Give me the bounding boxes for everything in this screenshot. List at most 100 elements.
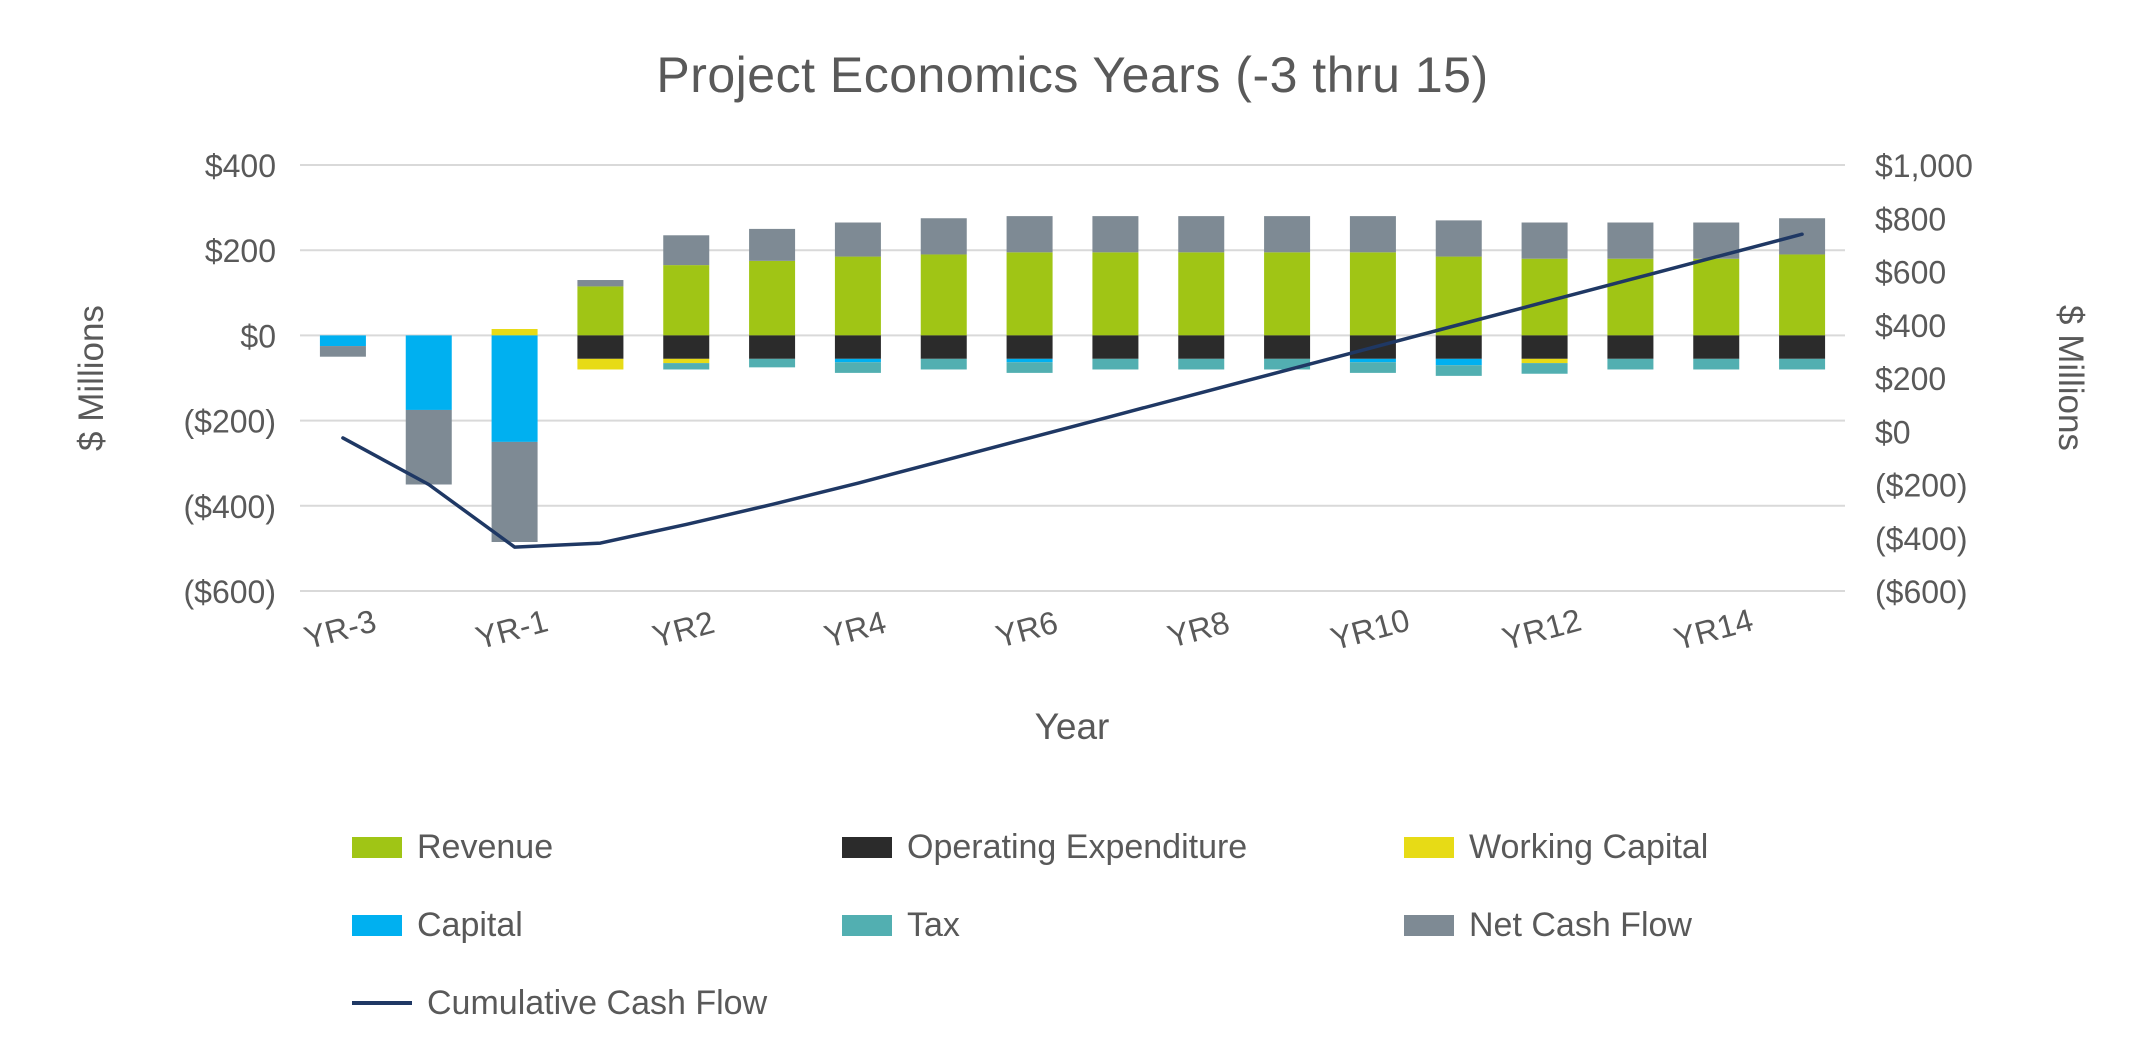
bar-segment-net-cash-flow (1435, 220, 1482, 257)
bar-segment-net-cash-flow (920, 218, 967, 255)
x-axis-tick-label: YR-3 (300, 603, 380, 657)
bar-segment-net-cash-flow (1006, 216, 1053, 253)
legend-item-cumulative-cash-flow: Cumulative Cash Flow (352, 982, 842, 1024)
legend-label: Tax (907, 905, 960, 944)
bar-segment-operating-expenditure (834, 335, 881, 359)
bar-segment-operating-expenditure (920, 335, 967, 359)
bar-segment-tax (1006, 362, 1053, 373)
legend-item-revenue: Revenue (352, 826, 842, 868)
legend: Revenue Operating Expenditure Working Capi… (352, 826, 2024, 1024)
left-axis-title: $ Millions (72, 305, 111, 451)
bar-segment-operating-expenditure (1607, 335, 1654, 359)
right-axis-tick-label: ($600) (1875, 574, 1968, 610)
bar-segment-revenue (1006, 252, 1053, 336)
bar-segment-capital (491, 335, 538, 442)
bar-segment-tax (1178, 358, 1225, 370)
x-axis-tick-label: YR6 (992, 604, 1061, 655)
bar-segment-operating-expenditure (749, 335, 796, 359)
bar-segment-revenue (920, 254, 967, 336)
right-axis-tick-label: $200 (1875, 361, 1946, 397)
cumulative-cash-flow-line (341, 232, 1804, 549)
bar-segment-net-cash-flow (1264, 216, 1311, 253)
x-axis-tick-label: YR-1 (472, 603, 552, 657)
right-axis-tick-label: $600 (1875, 255, 1946, 291)
legend-item-net-cash-flow: Net Cash Flow (1404, 904, 2024, 946)
legend-item-capital: Capital (352, 904, 842, 946)
legend-item-operating-expenditure: Operating Expenditure (842, 826, 1404, 868)
bar-segment-operating-expenditure (1006, 335, 1053, 359)
bar-segment-revenue (1178, 252, 1225, 336)
right-axis-tick-label: $800 (1875, 201, 1946, 237)
bar-segment-tax (920, 358, 967, 370)
left-axis-tick-label: ($600) (184, 574, 277, 610)
x-axis-tick-label: YR10 (1327, 602, 1414, 657)
bar-segment-revenue (1092, 252, 1139, 336)
bar-segment-revenue (577, 286, 624, 336)
bar-segment-net-cash-flow (749, 228, 796, 261)
bar-segment-net-cash-flow (663, 235, 710, 266)
bar-segment-operating-expenditure (1092, 335, 1139, 359)
legend-swatch-net-cash-flow (1404, 914, 1454, 936)
bar-segment-revenue (749, 260, 796, 336)
bar-segment-working-capital (1521, 358, 1568, 364)
bar-segment-capital (1006, 358, 1053, 363)
left-axis-tick-label: $400 (205, 148, 276, 184)
x-axis-tick-label: YR2 (649, 604, 718, 655)
bar-segment-tax (1349, 362, 1396, 373)
bar-segment-tax (1435, 365, 1482, 376)
right-axis-title: $ Millions (2051, 305, 2090, 451)
bar-segment-working-capital (663, 358, 710, 364)
left-axis-tick-label: ($200) (184, 404, 277, 440)
right-axis-tick-label: ($400) (1875, 521, 1968, 557)
legend-label: Capital (417, 905, 523, 944)
bar-segment-operating-expenditure (1264, 335, 1311, 359)
legend-label: Working Capital (1469, 827, 1709, 866)
legend-label: Cumulative Cash Flow (427, 983, 768, 1022)
legend-label: Operating Expenditure (907, 827, 1248, 866)
bar-segment-operating-expenditure (1178, 335, 1225, 359)
bar-segment-net-cash-flow (1607, 222, 1654, 259)
left-axis-tick-label: ($400) (184, 489, 277, 525)
bar-segment-operating-expenditure (663, 335, 710, 359)
bar-segment-net-cash-flow (1349, 216, 1396, 253)
bar-segment-tax (663, 363, 710, 370)
bar-segment-capital (319, 335, 366, 347)
legend-item-tax: Tax (842, 904, 1404, 946)
x-axis-tick-label: YR12 (1498, 602, 1585, 657)
legend-swatch-operating-expenditure (842, 836, 892, 858)
legend-swatch-cumulative-cash-flow (352, 1001, 412, 1005)
bar-segment-tax (834, 362, 881, 373)
x-axis-tick-label: YR14 (1670, 602, 1757, 657)
bar-segment-revenue (1693, 258, 1740, 336)
legend-item-working-capital: Working Capital (1404, 826, 2024, 868)
legend-swatch-working-capital (1404, 836, 1454, 858)
bar-segment-tax (1693, 358, 1740, 370)
bar-segment-tax (1607, 358, 1654, 370)
bar-segment-working-capital (491, 329, 538, 336)
bar-segment-net-cash-flow (405, 409, 452, 485)
bar-segment-net-cash-flow (319, 346, 366, 357)
bar-segment-revenue (663, 265, 710, 336)
bar-segment-operating-expenditure (577, 335, 624, 359)
bar-segment-revenue (1607, 258, 1654, 336)
bar-segment-operating-expenditure (1779, 335, 1826, 359)
bar-segment-revenue (1779, 254, 1826, 336)
bar-segment-net-cash-flow (1779, 218, 1826, 255)
bar-segment-capital (1435, 358, 1482, 366)
bar-segment-tax (1779, 358, 1826, 370)
bar-segment-net-cash-flow (1178, 216, 1225, 253)
bar-segment-capital (1349, 358, 1396, 363)
bar-segment-tax (1264, 358, 1311, 370)
bar-segment-net-cash-flow (1521, 222, 1568, 259)
left-axis-tick-label: $0 (240, 318, 276, 354)
bar-segment-net-cash-flow (834, 222, 881, 257)
x-axis-tick-label: YR8 (1164, 604, 1233, 655)
bar-segment-tax (749, 358, 796, 368)
x-axis-tick-label: YR4 (820, 604, 889, 655)
bar-segment-capital (405, 335, 452, 410)
bar-segment-operating-expenditure (1521, 335, 1568, 359)
bar-segment-capital (834, 358, 881, 363)
left-axis-tick-label: $200 (205, 233, 276, 269)
